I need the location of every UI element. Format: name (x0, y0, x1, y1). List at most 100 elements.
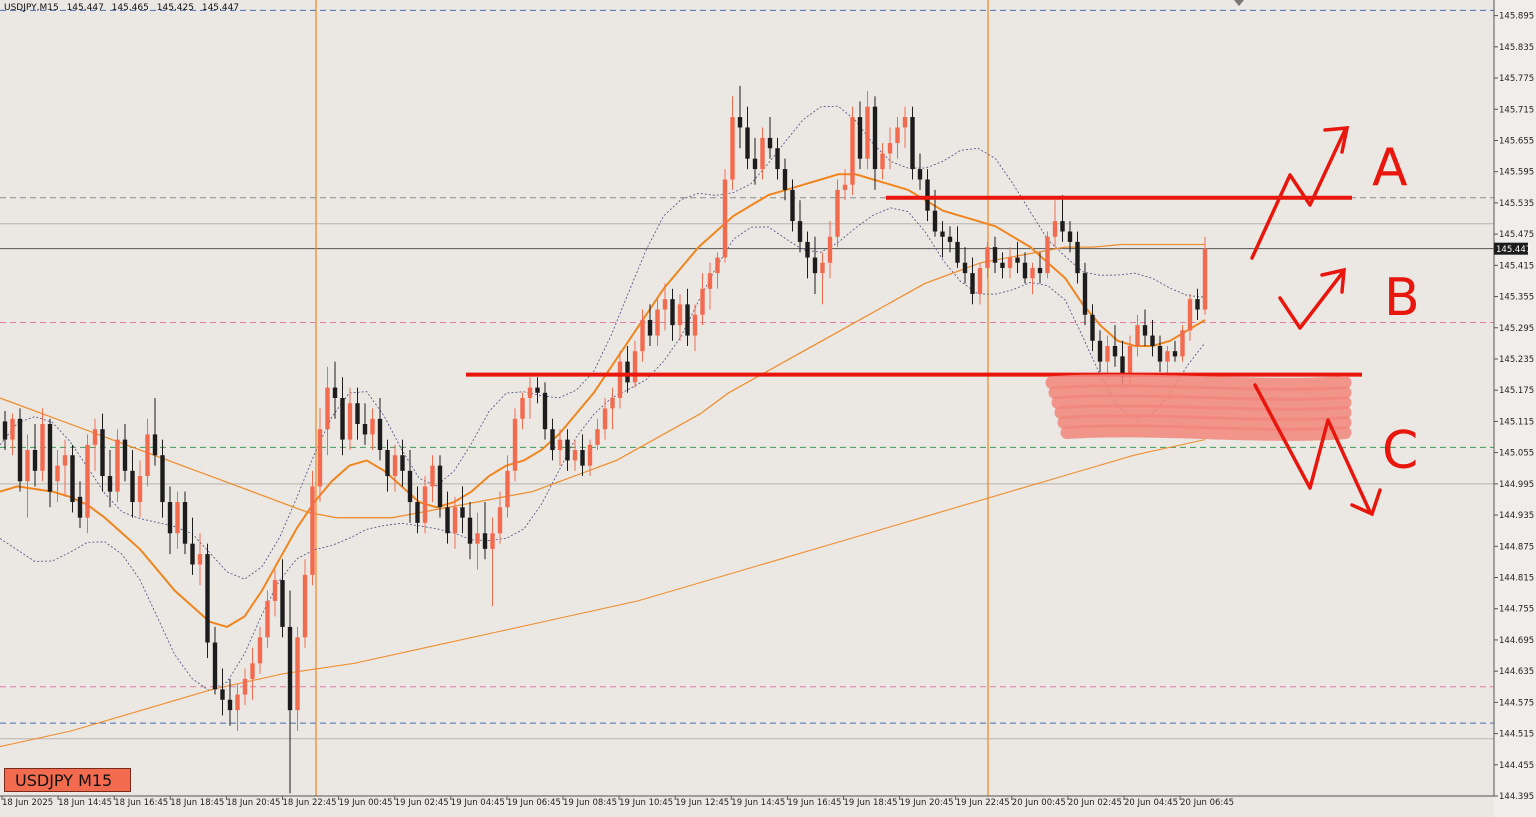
candle-body (610, 398, 615, 409)
candle (130, 450, 135, 518)
candle-body (782, 169, 788, 190)
time-tick-label: 19 Jun 02:45 (395, 798, 449, 808)
candle-body (107, 476, 113, 492)
candle (632, 340, 638, 388)
candle-body (752, 158, 758, 170)
candle-body (100, 429, 105, 477)
scenario-label: B (1384, 268, 1420, 328)
price-scale[interactable]: 145.895 145.835 145.775 145.715 145.655 145.5… (1494, 12, 1534, 802)
candle-body (10, 418, 15, 440)
candle (677, 293, 683, 341)
candle-body (820, 262, 825, 274)
price-tick-label: 144.695 (1499, 636, 1534, 646)
candle (272, 569, 278, 617)
price-tick-label: 145.235 (1499, 355, 1534, 365)
candle (235, 684, 240, 731)
candle (175, 491, 180, 549)
candle-body (317, 429, 323, 487)
candle-body (497, 507, 503, 534)
candle-body (857, 117, 863, 159)
candle-body (520, 398, 525, 419)
candle-body (437, 465, 443, 508)
price-tick-label: 144.455 (1499, 761, 1534, 771)
candle-body (160, 455, 165, 503)
candle (310, 470, 315, 586)
candle (880, 143, 885, 180)
scenario-a-path (1250, 128, 1347, 260)
candle (1015, 241, 1020, 274)
candle-body (985, 247, 990, 268)
candle (430, 455, 435, 503)
candle-body (1015, 257, 1020, 263)
candle (1037, 252, 1043, 284)
candle-body (677, 304, 683, 326)
price-tick-label: 145.295 (1499, 324, 1534, 334)
candle (280, 559, 285, 638)
candle (1052, 200, 1058, 248)
candle-body (287, 626, 293, 711)
candle (977, 262, 983, 305)
candle-body (572, 450, 578, 461)
candle-body (527, 387, 533, 398)
candle (670, 288, 675, 341)
candle-body (1022, 262, 1028, 279)
candle (32, 424, 38, 487)
candle-body (392, 455, 398, 477)
time-tick-label: 19 Jun 22:45 (956, 798, 1010, 808)
price-tick-label: 145.415 (1499, 261, 1534, 271)
candle (797, 200, 803, 253)
candle-body (760, 137, 765, 170)
candle-body (895, 127, 900, 144)
candle-body (400, 455, 405, 471)
price-tick-label: 145.355 (1499, 293, 1534, 303)
scenario-b-path (1278, 270, 1345, 330)
candle-body (340, 398, 345, 440)
time-tick-label: 18 Jun 18:45 (170, 798, 224, 808)
candle-body (40, 424, 45, 471)
candle-body (1007, 257, 1013, 268)
candle (925, 169, 930, 222)
candle-body (25, 450, 30, 482)
candle-body (842, 184, 848, 190)
time-tick-label: 19 Jun 10:45 (619, 798, 673, 808)
candle (55, 450, 60, 503)
candle (827, 221, 833, 279)
candle-body (505, 470, 510, 508)
time-scale[interactable]: 18 Jun 2025 18 Jun 14:45 18 Jun 16:45 18 Ju… (1, 796, 1234, 808)
candle (1022, 252, 1028, 284)
symbol-badge: USDJPY M15 (4, 768, 131, 792)
candle (197, 533, 203, 586)
candle-body (137, 476, 143, 503)
candle-body (377, 418, 383, 451)
candle-body (17, 418, 23, 482)
candle-body (767, 137, 773, 149)
candle (752, 137, 758, 185)
chart-shift-marker[interactable] (1234, 0, 1244, 6)
candle-body (850, 117, 855, 185)
candle (1030, 262, 1035, 294)
candle (115, 429, 120, 503)
time-tick-label: 18 Jun 20:45 (226, 798, 280, 808)
candle (182, 491, 188, 555)
candle-body (1157, 345, 1163, 362)
candle (385, 439, 390, 492)
candle (745, 106, 750, 170)
candle-body (332, 387, 338, 398)
candle (340, 377, 345, 456)
scenario-label: A (1372, 138, 1408, 198)
candle (1105, 335, 1110, 378)
candle-body (1037, 267, 1043, 274)
candle (1082, 262, 1088, 326)
candle (1000, 252, 1005, 279)
candle-body (647, 319, 653, 336)
candle-body (602, 408, 608, 430)
candle (2, 411, 8, 451)
candle (865, 91, 870, 170)
price-tick-label: 144.995 (1499, 480, 1534, 490)
candle (520, 392, 525, 430)
candle (1150, 319, 1155, 357)
close-value: 145.447 (201, 3, 240, 13)
price-tick-label: 145.775 (1499, 74, 1534, 84)
